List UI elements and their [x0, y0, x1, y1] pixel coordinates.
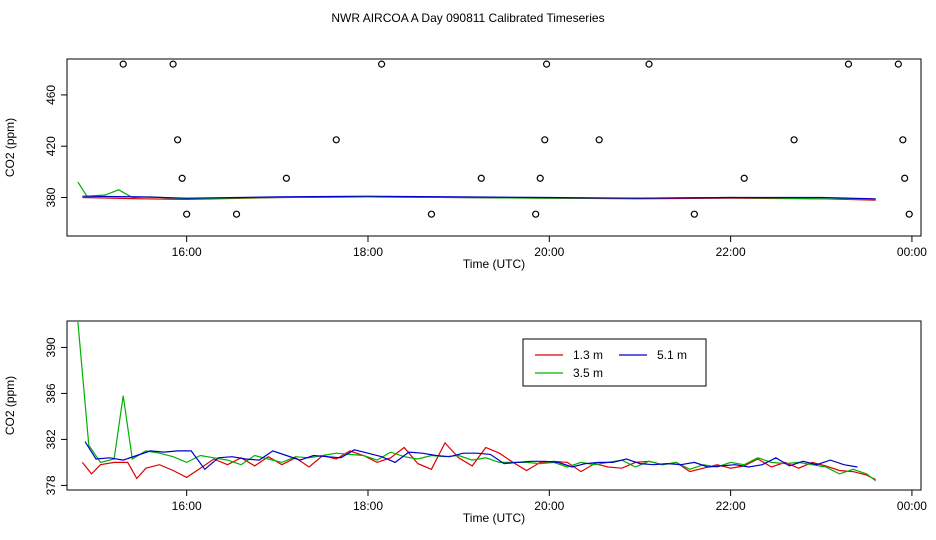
figure-title: NWR AIRCOA A Day 090811 Calibrated Times…	[331, 11, 604, 25]
y-axis-label: CO2 (ppm)	[3, 376, 17, 435]
data-point-marker	[427, 210, 436, 218]
data-point-marker	[169, 60, 177, 68]
data-point-marker	[174, 136, 182, 144]
data-point-marker	[844, 60, 853, 68]
x-tick-label: 00:00	[897, 245, 927, 259]
x-tick-label: 18:00	[353, 499, 383, 513]
data-point-marker	[899, 136, 907, 144]
data-point-marker	[790, 136, 798, 144]
data-point-marker	[532, 210, 540, 218]
data-point-marker	[377, 60, 386, 68]
data-point-marker	[183, 210, 191, 218]
x-tick-label: 16:00	[172, 499, 202, 513]
panel-2: 16:00 18:00 20:00 22:00 00:00 378 382 386 390 Tim…	[3, 320, 927, 525]
x-tick-label: 22:00	[716, 499, 746, 513]
y-axis-label: CO2 (ppm)	[3, 118, 17, 177]
series-line-5-1-m	[82, 195, 876, 200]
x-axis-label: Time (UTC)	[463, 511, 525, 525]
x-tick-label: 20:00	[534, 245, 564, 259]
x-tick-label: 00:00	[897, 499, 927, 513]
panel-1: 16:00 18:00 20:00 22:00 00:00 380 420 460 Time (…	[3, 58, 927, 271]
y-tick-label: 390	[44, 337, 58, 357]
data-point-marker	[645, 60, 653, 68]
x-axis-label: Time (UTC)	[463, 257, 525, 271]
series-line-3-5-m	[77, 322, 877, 482]
data-point-marker	[905, 210, 913, 218]
y-tick-label: 420	[44, 136, 58, 156]
series-line-1-3-m	[81, 441, 876, 481]
data-point-marker	[477, 174, 485, 182]
legend-box	[522, 338, 707, 387]
y-tick-label: 386	[44, 383, 58, 403]
data-point-marker	[119, 60, 127, 68]
plot-frame	[66, 320, 922, 491]
data-point-marker	[595, 136, 603, 144]
x-tick-label: 20:00	[534, 499, 564, 513]
series-line-5-1-m	[84, 441, 858, 471]
y-tick-label: 380	[44, 187, 58, 207]
x-tick-label: 22:00	[716, 245, 746, 259]
plot-frame	[66, 58, 922, 237]
data-point-marker	[541, 136, 549, 144]
x-tick-label: 18:00	[353, 245, 383, 259]
data-point-marker	[536, 174, 544, 182]
data-point-marker	[740, 174, 748, 182]
data-point-marker	[232, 210, 241, 218]
y-tick-label: 460	[44, 85, 58, 105]
legend-label: 1.3 m	[573, 348, 603, 362]
x-tick-label: 16:00	[172, 245, 202, 259]
data-point-marker	[901, 174, 909, 182]
y-tick-label: 378	[44, 475, 58, 495]
data-point-marker	[542, 60, 551, 68]
y-tick-label: 382	[44, 429, 58, 449]
data-point-marker	[894, 60, 902, 68]
data-point-marker	[690, 210, 698, 218]
data-point-marker	[332, 136, 340, 144]
data-point-marker	[178, 174, 186, 182]
data-point-marker	[282, 174, 290, 182]
legend-label: 3.5 m	[573, 366, 603, 380]
legend-label: 5.1 m	[657, 348, 687, 362]
